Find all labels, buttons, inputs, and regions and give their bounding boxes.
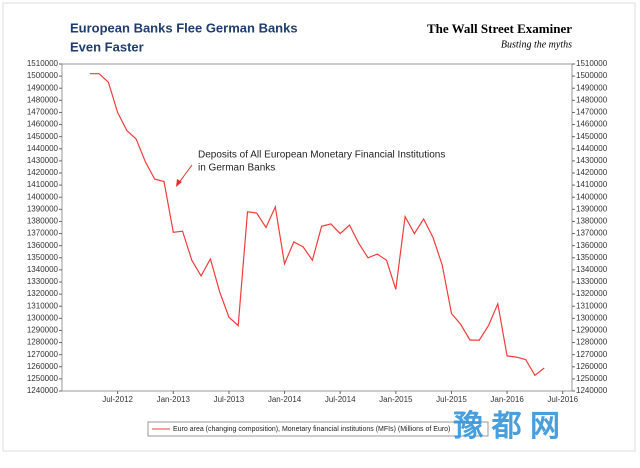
annotation-arrow bbox=[177, 164, 193, 185]
y-tick-label: 1380000 bbox=[27, 217, 59, 226]
y-tick-label: 1420000 bbox=[27, 168, 59, 177]
y-tick-label: 1330000 bbox=[27, 277, 59, 286]
chart-title: European Banks Flee German Banks bbox=[70, 20, 298, 35]
y-tick-label: 1510000 bbox=[27, 59, 59, 68]
y2-tick-label: 1450000 bbox=[576, 132, 608, 141]
arrow-head bbox=[176, 179, 182, 187]
y-tick-label: 1280000 bbox=[27, 338, 59, 347]
x-tick-label: Jul-2016 bbox=[547, 395, 578, 404]
chart-title: Even Faster bbox=[70, 39, 144, 54]
y-tick-label: 1270000 bbox=[27, 350, 59, 359]
x-tick-label: Jan-2013 bbox=[157, 395, 191, 404]
y-tick-label: 1350000 bbox=[27, 253, 59, 262]
y-tick-label: 1490000 bbox=[27, 83, 59, 92]
y2-tick-label: 1240000 bbox=[576, 386, 608, 395]
brand-tagline: Busting the myths bbox=[501, 39, 572, 50]
y2-tick-label: 1250000 bbox=[576, 374, 608, 383]
y2-tick-label: 1430000 bbox=[576, 156, 608, 165]
y2-tick-label: 1420000 bbox=[576, 168, 608, 177]
y2-tick-label: 1300000 bbox=[576, 313, 608, 322]
y-tick-label: 1290000 bbox=[27, 326, 59, 335]
y2-tick-label: 1320000 bbox=[576, 289, 608, 298]
y-tick-label: 1410000 bbox=[27, 180, 59, 189]
y2-tick-label: 1500000 bbox=[576, 71, 608, 80]
x-tick-label: Jan-2015 bbox=[379, 395, 413, 404]
x-tick-label: Jan-2016 bbox=[490, 395, 524, 404]
y-tick-label: 1240000 bbox=[27, 386, 59, 395]
y2-tick-label: 1280000 bbox=[576, 338, 608, 347]
y2-tick-label: 1490000 bbox=[576, 83, 608, 92]
annotation: Deposits of All European Monetary Financ… bbox=[198, 150, 445, 161]
y2-tick-label: 1340000 bbox=[576, 265, 608, 274]
legend-label: Euro area (changing composition), Moneta… bbox=[173, 426, 450, 433]
y2-tick-label: 1510000 bbox=[576, 59, 608, 68]
watermark: 豫 都 网 bbox=[453, 410, 560, 443]
y-tick-label: 1390000 bbox=[27, 204, 59, 213]
y2-tick-label: 1460000 bbox=[576, 120, 608, 129]
x-tick-label: Jul-2012 bbox=[102, 395, 133, 404]
y-tick-label: 1310000 bbox=[27, 301, 59, 310]
legend bbox=[147, 421, 489, 437]
y2-tick-label: 1380000 bbox=[576, 217, 608, 226]
data-line bbox=[89, 73, 545, 377]
y-tick-label: 1400000 bbox=[27, 192, 59, 201]
y-tick-label: 1250000 bbox=[27, 374, 59, 383]
y2-tick-label: 1480000 bbox=[576, 95, 608, 104]
y2-tick-label: 1290000 bbox=[576, 326, 608, 335]
y2-tick-label: 1470000 bbox=[576, 108, 608, 117]
y-tick-label: 1440000 bbox=[27, 144, 59, 153]
y-tick-label: 1320000 bbox=[27, 289, 59, 298]
y2-tick-label: 1310000 bbox=[576, 301, 608, 310]
y-tick-label: 1300000 bbox=[27, 313, 59, 322]
annotation: in German Banks bbox=[198, 163, 275, 174]
y-tick-label: 1340000 bbox=[27, 265, 59, 274]
y2-tick-label: 1400000 bbox=[576, 192, 608, 201]
y-tick-label: 1260000 bbox=[27, 362, 59, 371]
y-tick-label: 1430000 bbox=[27, 156, 59, 165]
y-tick-label: 1500000 bbox=[27, 71, 59, 80]
y2-tick-label: 1350000 bbox=[576, 253, 608, 262]
y2-tick-label: 1270000 bbox=[576, 350, 608, 359]
x-tick-label: Jul-2014 bbox=[325, 395, 356, 404]
y2-tick-label: 1260000 bbox=[576, 362, 608, 371]
y-tick-label: 1480000 bbox=[27, 95, 59, 104]
y2-tick-label: 1410000 bbox=[576, 180, 608, 189]
y-tick-label: 1460000 bbox=[27, 120, 59, 129]
x-tick-label: Jul-2015 bbox=[436, 395, 467, 404]
brand: The Wall Street Examiner bbox=[427, 21, 572, 36]
y2-tick-label: 1360000 bbox=[576, 241, 608, 250]
y2-tick-label: 1370000 bbox=[576, 229, 608, 238]
y2-tick-label: 1390000 bbox=[576, 204, 608, 213]
y-tick-label: 1450000 bbox=[27, 132, 59, 141]
plot-area bbox=[61, 63, 573, 392]
y-tick-label: 1470000 bbox=[27, 108, 59, 117]
y-tick-label: 1370000 bbox=[27, 229, 59, 238]
y2-tick-label: 1330000 bbox=[576, 277, 608, 286]
x-tick-label: Jul-2013 bbox=[214, 395, 245, 404]
x-tick-label: Jan-2014 bbox=[268, 395, 302, 404]
y-tick-label: 1360000 bbox=[27, 241, 59, 250]
y2-tick-label: 1440000 bbox=[576, 144, 608, 153]
